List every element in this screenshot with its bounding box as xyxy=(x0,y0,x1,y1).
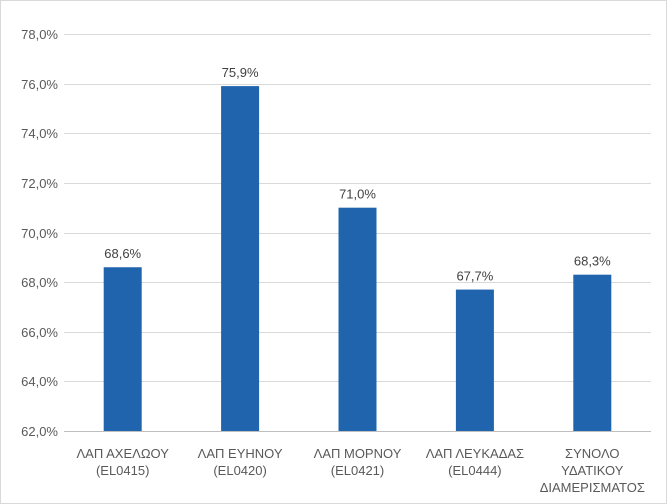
x-axis-category-labels: ΛΑΠ ΑΧΕΛΩΟΥ (EL0415)ΛΑΠ ΕΥΗΝΟΥ (EL0420)ΛΑΠ… xyxy=(76,446,644,495)
x-category-label-line: ΛΑΠ ΕΥΗΝΟΥ xyxy=(198,446,283,461)
x-category-label-line: ΔΙΑΜΕΡΙΣΜΑΤΟΣ xyxy=(540,480,645,495)
x-category-label-line: ΣΥΝΟΛΟ xyxy=(565,446,620,461)
x-category-label: ΛΑΠ ΑΧΕΛΩΟΥ (EL0415) xyxy=(76,446,169,478)
y-tick-label: 74,0% xyxy=(21,126,58,141)
bar xyxy=(103,267,142,431)
bar xyxy=(573,274,612,431)
x-category-label-line: ΥΔΑΤΙΚΟΥ xyxy=(561,463,624,478)
bar xyxy=(221,86,260,431)
y-axis-tick-labels: 62,0% 64,0% 66,0% 68,0% 70,0% 72,0% 74,0% 76,0%… xyxy=(21,27,58,439)
y-tick-label: 72,0% xyxy=(21,176,58,191)
x-category-label-line: (EL0421) xyxy=(331,463,384,478)
bar-value-label: 67,7% xyxy=(456,269,493,284)
x-category-label: ΛΑΠ ΜΟΡΝΟΥ (EL0421) xyxy=(314,446,402,478)
x-category-label-line: ΛΑΠ ΜΟΡΝΟΥ xyxy=(314,446,402,461)
x-category-label-line: ΛΑΠ ΑΧΕΛΩΟΥ xyxy=(76,446,169,461)
bar-value-label: 68,6% xyxy=(104,246,141,261)
y-tick-label: 64,0% xyxy=(21,374,58,389)
x-category-label: ΛΑΠ ΛΕΥΚΑΔΑΣ (EL0444) xyxy=(426,446,524,478)
bar-value-label: 75,9% xyxy=(222,65,259,80)
y-tick-label: 76,0% xyxy=(21,77,58,92)
x-category-label-line: ΛΑΠ ΛΕΥΚΑΔΑΣ xyxy=(426,446,524,461)
bar xyxy=(338,207,377,431)
bar-value-label: 71,0% xyxy=(339,187,376,202)
x-category-label-line: (EL0415) xyxy=(96,463,149,478)
y-tick-label: 70,0% xyxy=(21,226,58,241)
y-tick-label: 78,0% xyxy=(21,27,58,42)
bar xyxy=(455,289,494,431)
y-tick-label: 62,0% xyxy=(21,424,58,439)
x-category-label: ΣΥΝΟΛΟ ΥΔΑΤΙΚΟΥ ΔΙΑΜΕΡΙΣΜΑΤΟΣ xyxy=(540,446,645,495)
y-tick-label: 68,0% xyxy=(21,275,58,290)
data-labels: 68,6% 75,9% 71,0% 67,7% 68,3% xyxy=(104,65,611,283)
x-category-label-line: (EL0420) xyxy=(213,463,266,478)
bar-value-label: 68,3% xyxy=(574,254,611,269)
y-tick-label: 66,0% xyxy=(21,325,58,340)
x-category-label-line: (EL0444) xyxy=(448,463,501,478)
x-category-label: ΛΑΠ ΕΥΗΝΟΥ (EL0420) xyxy=(198,446,283,478)
bars xyxy=(103,86,612,431)
